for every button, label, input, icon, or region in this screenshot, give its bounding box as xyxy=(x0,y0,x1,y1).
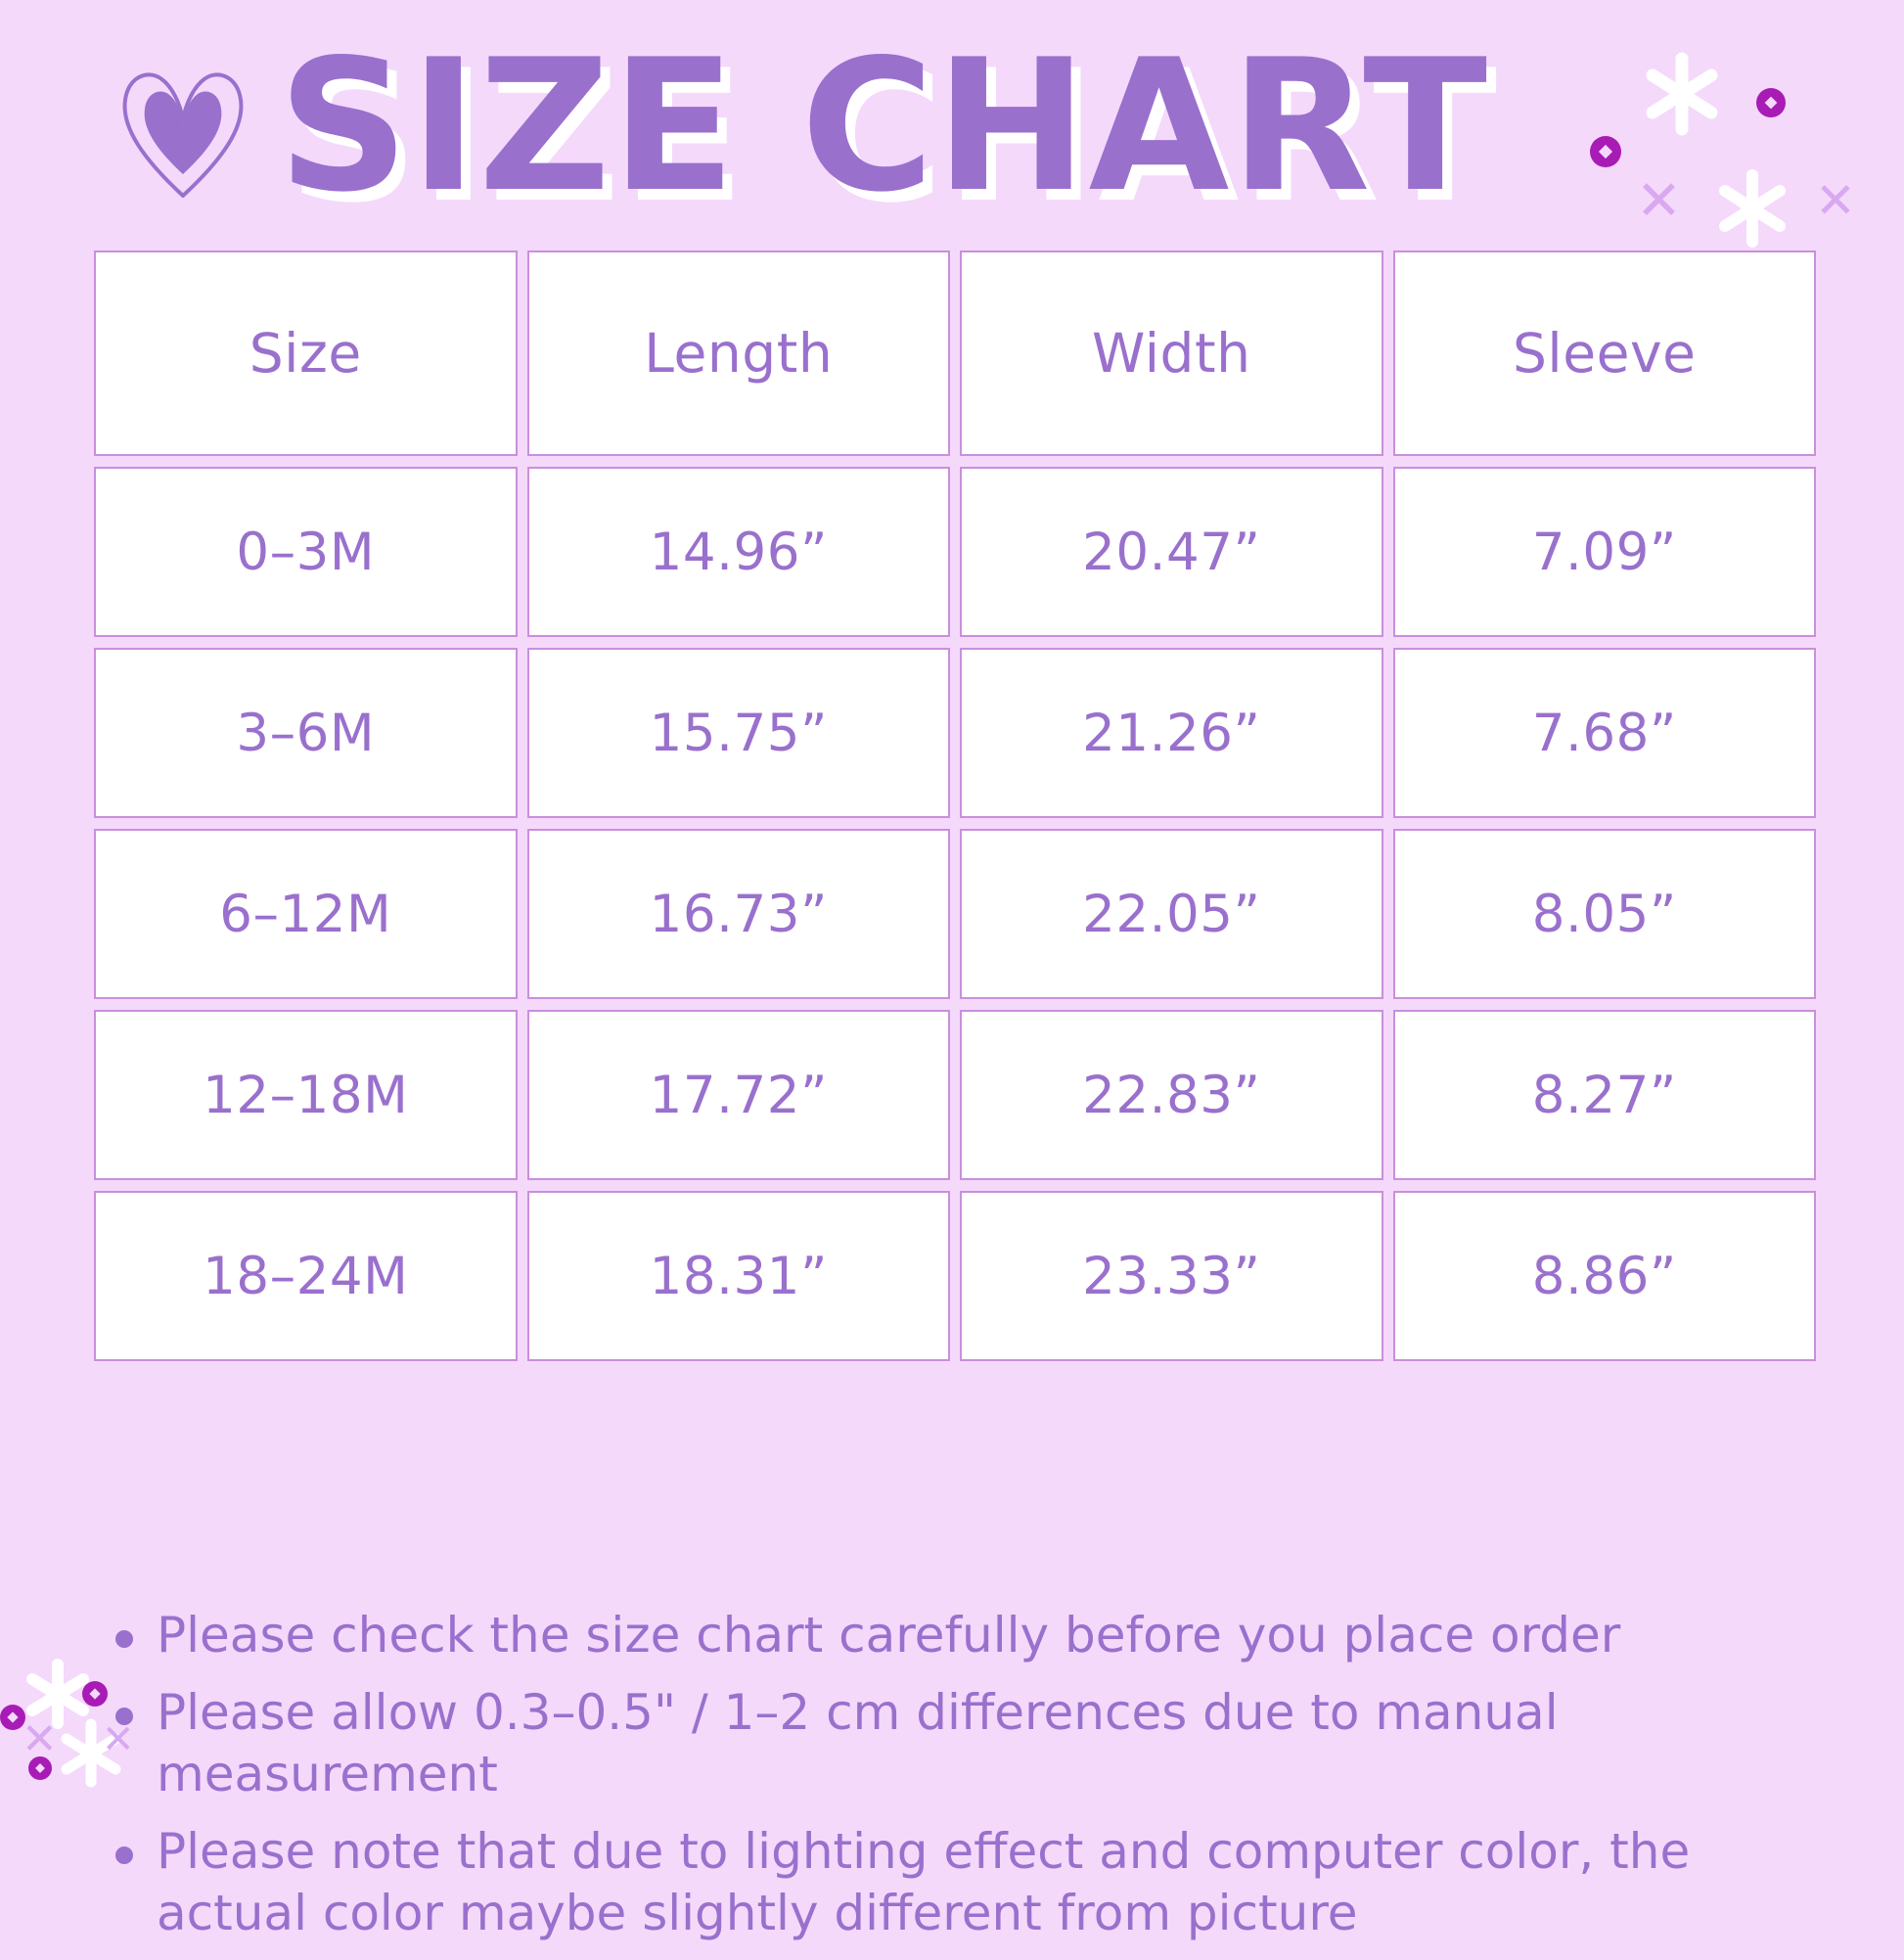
cell-value: 18–24M xyxy=(203,1246,409,1306)
heart-icon xyxy=(110,57,256,204)
cell-sleeve: 8.86” xyxy=(1392,1191,1816,1361)
note-text: Please allow 0.3–0.5" / 1–2 cm differenc… xyxy=(157,1684,1559,1802)
note-text: Please note that due to lighting effect … xyxy=(157,1823,1691,1941)
cell-value: 22.83” xyxy=(1082,1065,1261,1125)
cell-value: 0–3M xyxy=(236,522,376,582)
table-row: 18–24M 18.31” 23.33” 8.86” xyxy=(94,1191,1816,1361)
table-header-cell-length: Length xyxy=(526,251,950,456)
cell-length: 15.75” xyxy=(526,648,950,818)
bullet-icon xyxy=(115,1846,133,1864)
cell-length: 16.73” xyxy=(526,829,950,999)
cell-length: 14.96” xyxy=(526,467,950,637)
size-chart-table: Size Length Width Sleeve 0–3M 14.96” 20.… xyxy=(94,251,1816,1372)
table-row: 6–12M 16.73” 22.05” 8.05” xyxy=(94,829,1816,999)
table-row: 12–18M 17.72” 22.83” 8.27” xyxy=(94,1010,1816,1180)
cell-value: 16.73” xyxy=(649,884,828,944)
cell-width: 20.47” xyxy=(960,467,1383,637)
column-header-label: Width xyxy=(1091,322,1251,385)
table-row: 3–6M 15.75” 21.26” 7.68” xyxy=(94,648,1816,818)
cell-size: 0–3M xyxy=(94,467,518,637)
page-title: SIZE CHART xyxy=(278,20,1489,232)
cell-size: 6–12M xyxy=(94,829,518,999)
cell-value: 23.33” xyxy=(1082,1246,1261,1306)
cell-value: 8.86” xyxy=(1531,1246,1677,1306)
column-header-label: Sleeve xyxy=(1512,322,1697,385)
dot-ring-icon xyxy=(28,1756,52,1780)
page-header: SIZE CHART xyxy=(0,0,1904,245)
cell-size: 12–18M xyxy=(94,1010,518,1180)
notes-list: Please check the size chart carefully be… xyxy=(115,1605,1837,1960)
cell-size: 3–6M xyxy=(94,648,518,818)
note-text: Please check the size chart carefully be… xyxy=(157,1607,1621,1664)
cell-value: 8.05” xyxy=(1531,884,1677,944)
cell-width: 21.26” xyxy=(960,648,1383,818)
cell-length: 18.31” xyxy=(526,1191,950,1361)
table-row: 0–3M 14.96” 20.47” 7.09” xyxy=(94,467,1816,637)
column-header-label: Length xyxy=(644,322,834,385)
table-header-cell-width: Width xyxy=(960,251,1383,456)
cell-value: 14.96” xyxy=(649,522,828,582)
cell-width: 23.33” xyxy=(960,1191,1383,1361)
cell-value: 18.31” xyxy=(649,1246,828,1306)
list-item: Please allow 0.3–0.5" / 1–2 cm differenc… xyxy=(115,1682,1837,1805)
column-header-label: Size xyxy=(249,322,362,385)
cell-sleeve: 8.27” xyxy=(1392,1010,1816,1180)
list-item: Please check the size chart carefully be… xyxy=(115,1605,1837,1666)
list-item: Please note that due to lighting effect … xyxy=(115,1821,1837,1944)
cell-width: 22.83” xyxy=(960,1010,1383,1180)
sparkle-star-icon xyxy=(26,1659,89,1729)
size-chart-page: ✕ ✕ ✕ ✕ xyxy=(0,0,1904,1904)
cell-value: 3–6M xyxy=(236,703,376,763)
sparkle-x-icon: ✕ xyxy=(22,1714,58,1764)
cell-value: 22.05” xyxy=(1082,884,1261,944)
cell-value: 12–18M xyxy=(203,1065,409,1125)
cell-value: 6–12M xyxy=(219,884,392,944)
cell-value: 8.27” xyxy=(1531,1065,1677,1125)
cell-size: 18–24M xyxy=(94,1191,518,1361)
cell-value: 7.68” xyxy=(1531,703,1677,763)
bullet-icon xyxy=(115,1630,133,1648)
cell-value: 17.72” xyxy=(649,1065,828,1125)
cell-length: 17.72” xyxy=(526,1010,950,1180)
table-header-row: Size Length Width Sleeve xyxy=(94,251,1816,456)
cell-sleeve: 8.05” xyxy=(1392,829,1816,999)
cell-value: 21.26” xyxy=(1082,703,1261,763)
table-header-cell-size: Size xyxy=(94,251,518,456)
cell-sleeve: 7.09” xyxy=(1392,467,1816,637)
dot-ring-icon xyxy=(82,1681,108,1707)
bullet-icon xyxy=(115,1708,133,1725)
dot-ring-icon xyxy=(0,1705,25,1730)
table-header-cell-sleeve: Sleeve xyxy=(1392,251,1816,456)
cell-width: 22.05” xyxy=(960,829,1383,999)
sparkle-star-icon xyxy=(61,1718,121,1788)
cell-value: 15.75” xyxy=(649,703,828,763)
cell-value: 20.47” xyxy=(1082,522,1261,582)
cell-value: 7.09” xyxy=(1531,522,1677,582)
cell-sleeve: 7.68” xyxy=(1392,648,1816,818)
